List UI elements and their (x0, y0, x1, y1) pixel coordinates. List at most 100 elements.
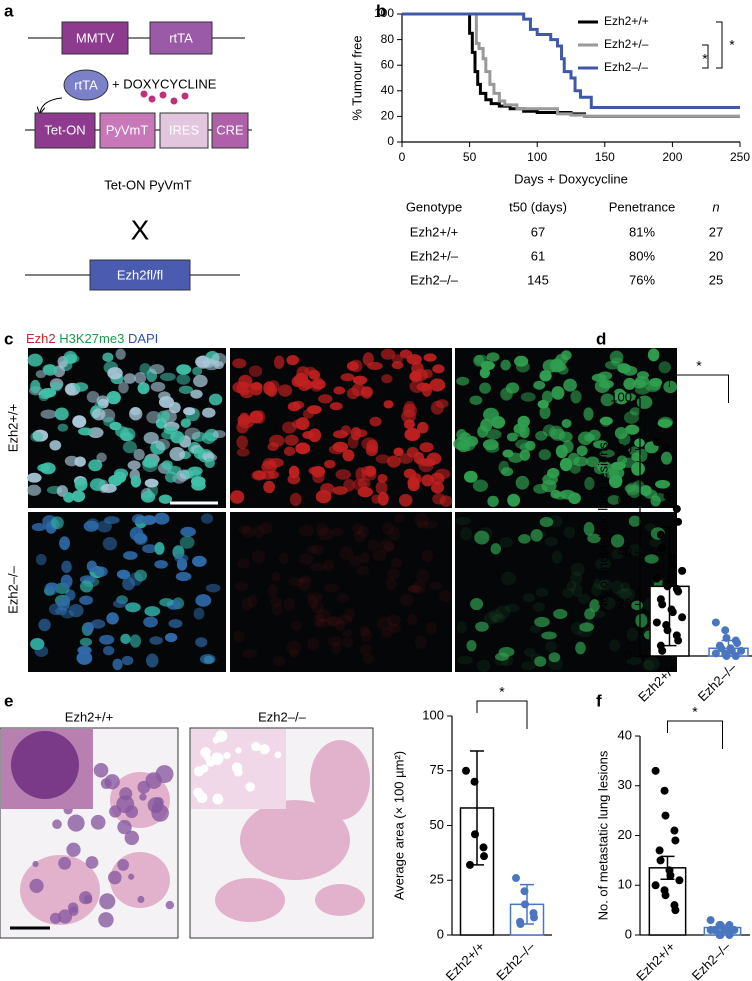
nucleus (658, 361, 671, 374)
nucleus (386, 455, 401, 468)
nucleus (195, 637, 208, 648)
bracket (476, 700, 528, 729)
tumour (99, 893, 116, 910)
nucleus (78, 427, 93, 436)
construct-name: Tet-ON PyVmT (104, 177, 191, 192)
nucleus (236, 435, 248, 450)
nucleus (523, 647, 536, 657)
nucleus (168, 619, 183, 629)
nucleus (519, 424, 530, 439)
nucleus (339, 546, 354, 561)
nucleus (535, 430, 548, 441)
nucleus (478, 527, 493, 539)
nucleus (593, 440, 608, 449)
nucleus (306, 545, 318, 554)
nucleus (475, 621, 489, 632)
nucleus (488, 609, 503, 623)
nucleus (541, 479, 557, 493)
micrograph (453, 348, 678, 508)
nucleus (655, 479, 671, 489)
y-tick-label: 80 (381, 32, 395, 46)
x-tick-label: 200 (662, 150, 682, 164)
nucleus (298, 524, 315, 537)
nucleus (403, 468, 416, 479)
data-point (652, 437, 661, 446)
y-tick-label: 30 (618, 777, 632, 792)
box-label: CRE (216, 122, 244, 137)
y-tick-label: 75 (430, 762, 444, 777)
nucleus (599, 379, 614, 389)
nucleus (398, 453, 413, 464)
nucleus (164, 632, 178, 643)
x-tick-label: Ezh2+/+ (633, 939, 678, 981)
nucleus (608, 639, 621, 652)
tumour (108, 870, 122, 885)
nucleus (403, 419, 415, 430)
nucleus (190, 389, 203, 399)
nucleus (391, 354, 404, 364)
annotation: * (692, 704, 698, 720)
nucleus (328, 616, 339, 626)
nucleus (154, 512, 170, 525)
nucleus (60, 574, 73, 589)
nucleus (30, 431, 44, 443)
data-point (674, 587, 683, 596)
bracket (716, 21, 723, 69)
nucleus (587, 533, 601, 544)
tumour (139, 793, 147, 801)
nucleus (302, 430, 315, 440)
nucleus (180, 418, 191, 428)
tumour (137, 895, 145, 903)
data-point (521, 900, 529, 909)
nucleus (139, 363, 151, 375)
annotation: * (729, 37, 735, 53)
x-tick-label: 0 (399, 150, 406, 164)
nucleus (514, 355, 529, 367)
nucleus (563, 526, 576, 539)
nucleus (176, 557, 188, 571)
nucleus (372, 549, 387, 562)
nucleus (267, 442, 279, 452)
nucleus (418, 458, 434, 473)
nucleus (500, 654, 514, 667)
nucleus (50, 382, 62, 392)
nucleus (617, 363, 631, 374)
nucleus (592, 609, 605, 619)
nucleus (102, 536, 118, 551)
nucleus (241, 525, 256, 538)
alveolus (193, 766, 205, 777)
nucleus (255, 410, 266, 424)
nucleus (487, 495, 499, 507)
tumour (66, 842, 81, 857)
micrograph-bg (230, 512, 452, 672)
table-cell: 25 (709, 272, 723, 287)
nucleus (35, 553, 47, 566)
nucleus (323, 559, 335, 572)
nucleus (176, 374, 191, 385)
nucleus (559, 457, 573, 472)
nucleus (473, 355, 485, 367)
nucleus (193, 607, 205, 620)
box (211, 112, 249, 149)
data-point (733, 639, 742, 648)
nucleus (76, 651, 93, 665)
nucleus (184, 427, 201, 440)
y-tick-label: 20 (618, 596, 632, 611)
x-tick-label: Ezh2–/– (493, 938, 538, 981)
nucleus (562, 587, 575, 599)
table-cell: Ezh2+/– (410, 248, 459, 263)
nucleus (470, 597, 484, 611)
nucleus (602, 596, 616, 610)
y-tick-label: 60 (381, 57, 395, 71)
nucleus (352, 375, 368, 385)
tumour (57, 909, 73, 924)
y-axis-label: No. of metastatic lung lesions (595, 442, 610, 612)
nucleus (74, 477, 88, 492)
nucleus (485, 429, 502, 440)
legend-label: Ezh2+/+ (604, 14, 649, 28)
tissue (315, 884, 365, 916)
alveolus (223, 752, 231, 760)
panel-label: b (376, 1, 386, 20)
nucleus (236, 381, 252, 395)
channel-legend: Ezh2 H3K27me3 DAPI (26, 331, 158, 346)
